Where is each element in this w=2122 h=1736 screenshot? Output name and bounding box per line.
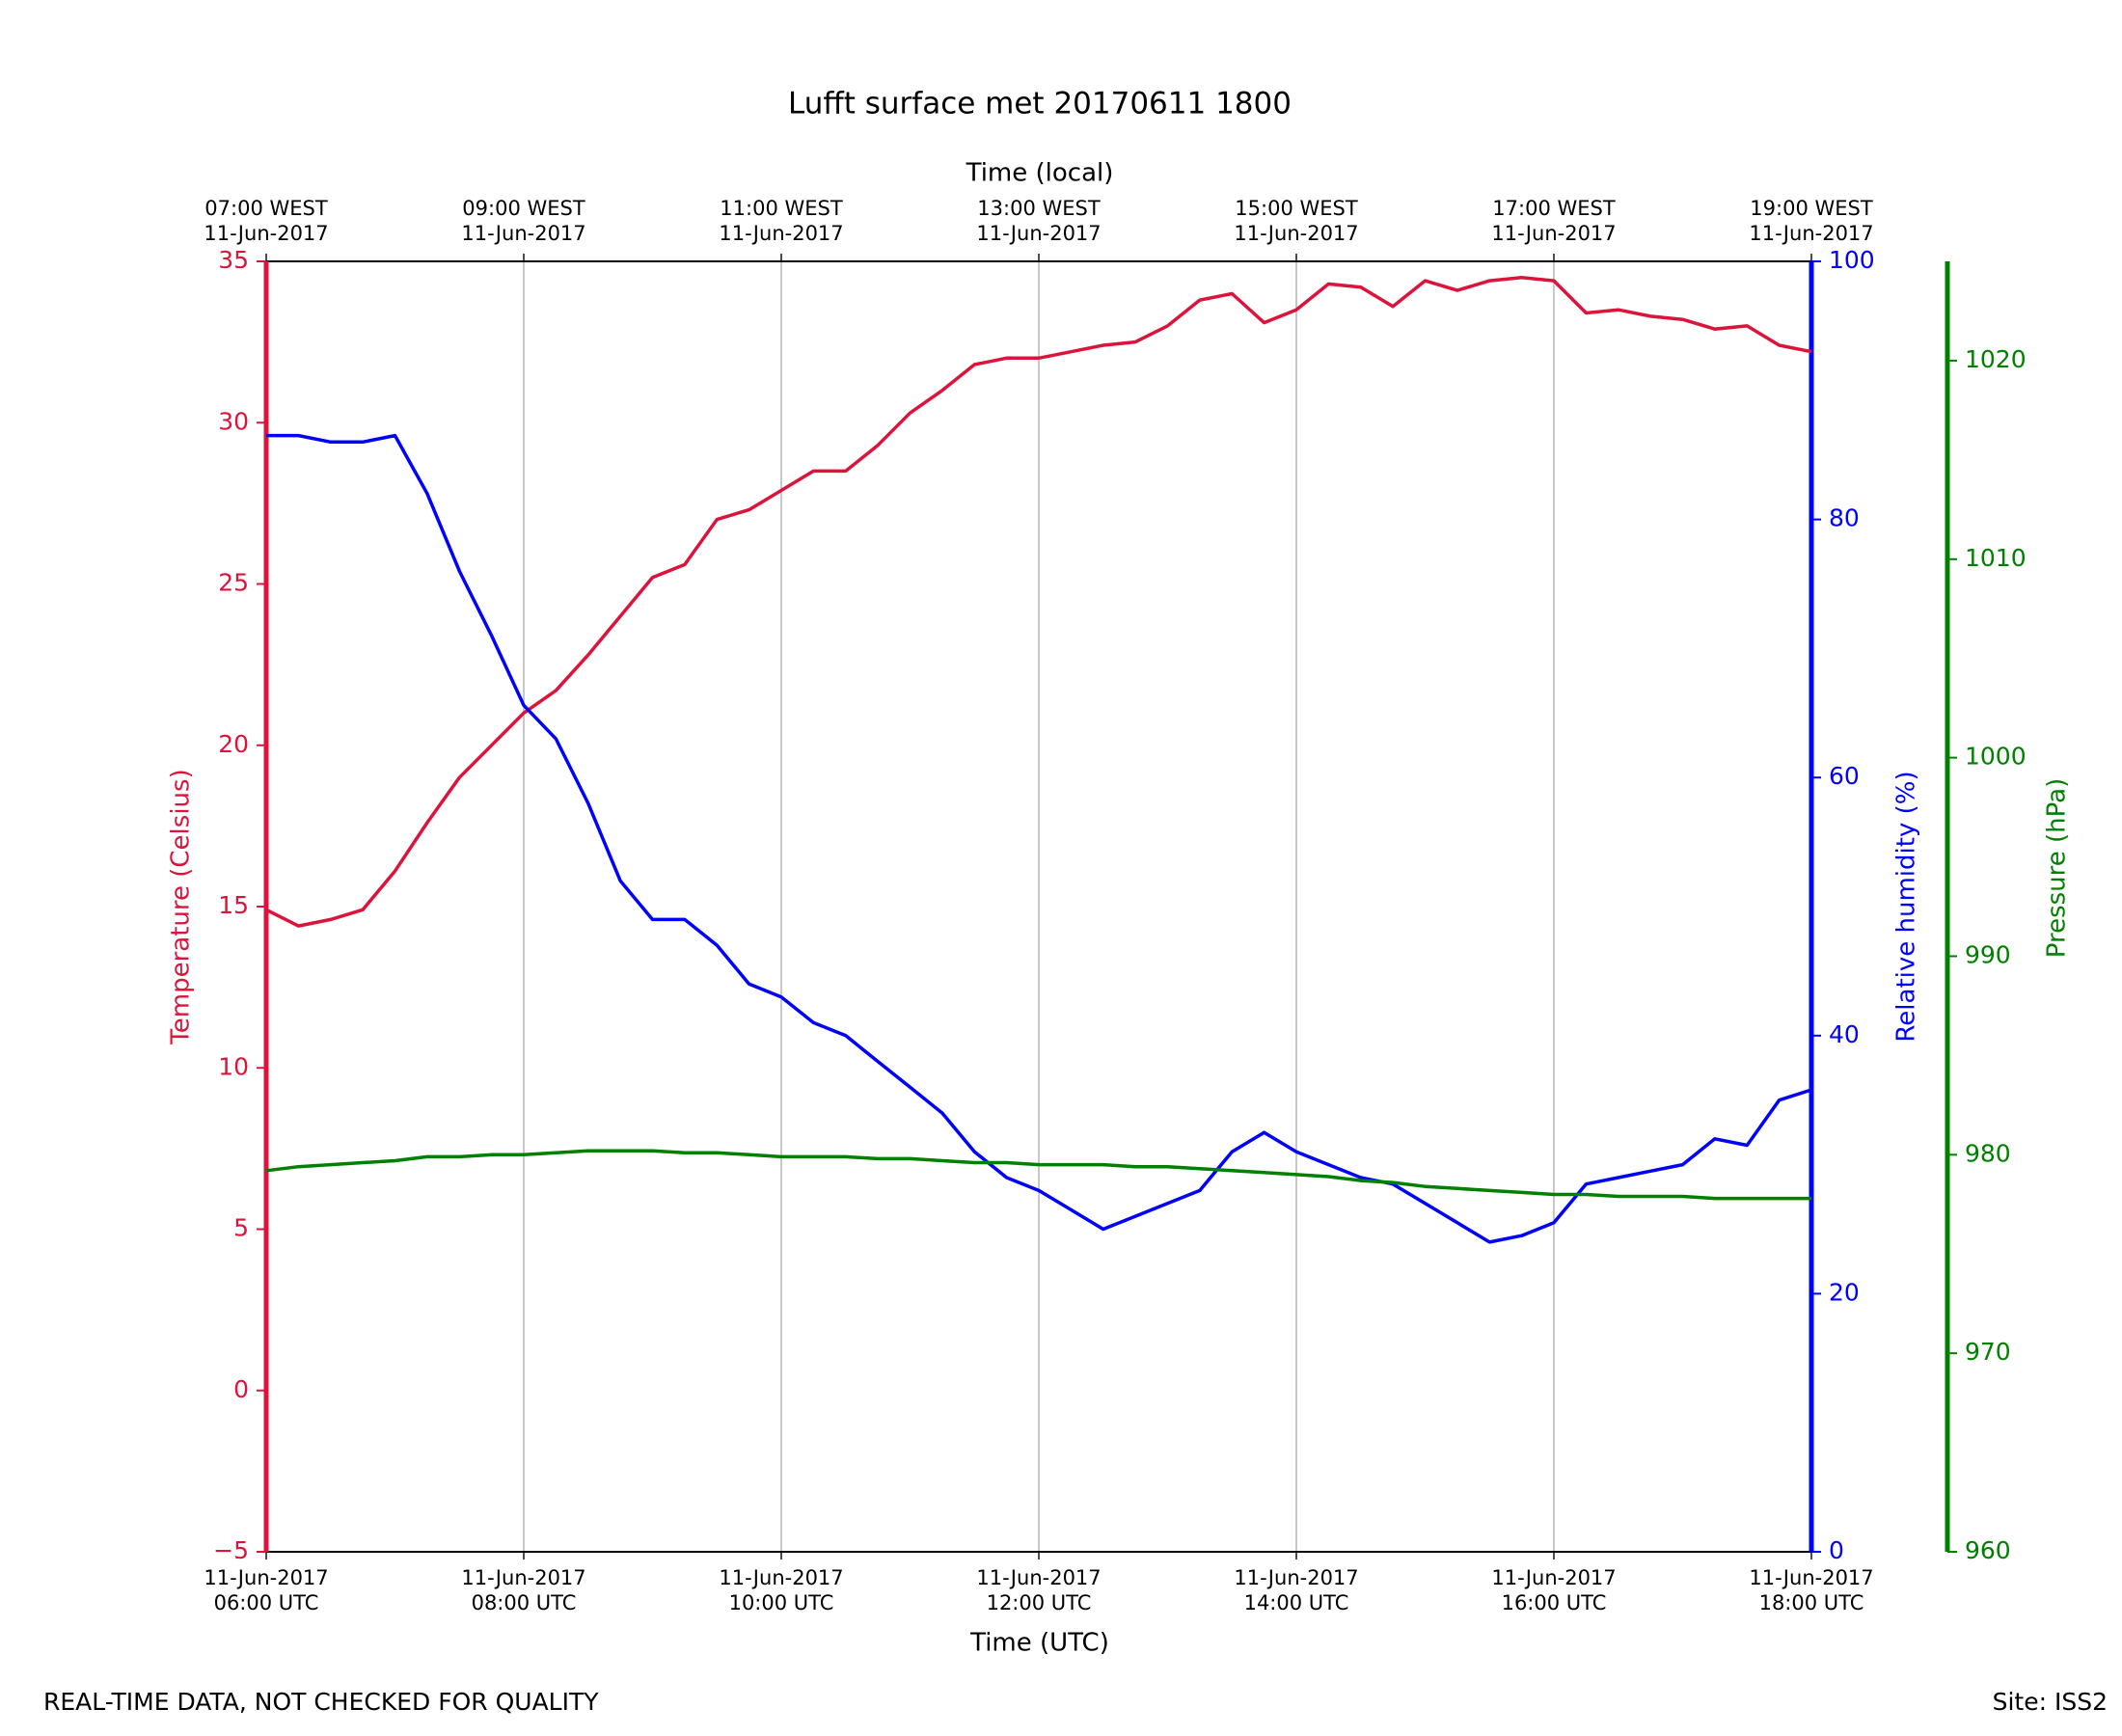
y-tick-label: 0 xyxy=(233,1375,249,1403)
x-tick-label: 11-Jun-2017 14:00 UTC xyxy=(1234,1566,1359,1614)
series-line xyxy=(265,275,1812,928)
series-line xyxy=(265,1149,1811,1201)
y-tick-label: 35 xyxy=(218,246,249,274)
y-tick-label: 5 xyxy=(233,1214,249,1242)
y3-tick-label: 960 xyxy=(1965,1536,2011,1564)
y2-tick-label: 0 xyxy=(1829,1536,1844,1564)
x-tick-label: 11-Jun-2017 16:00 UTC xyxy=(1491,1566,1617,1614)
y3-tick-label: 1010 xyxy=(1965,544,2027,572)
x-tick-label: 11-Jun-2017 12:00 UTC xyxy=(976,1566,1102,1614)
x-tick-label: 11-Jun-2017 10:00 UTC xyxy=(719,1566,844,1614)
x2-tick-label: 19:00 WEST 11-Jun-2017 xyxy=(1749,197,1874,245)
x-tick-label: 11-Jun-2017 06:00 UTC xyxy=(204,1566,329,1614)
y2-axis-label: Relative humidity (%) xyxy=(1892,771,1921,1042)
footer-site: Site: ISS2 xyxy=(1993,1688,2108,1716)
y-tick-label: −5 xyxy=(213,1536,249,1564)
chart-title: Lufft surface met 20170611 1800 xyxy=(788,87,1292,122)
y3-tick-label: 990 xyxy=(1965,940,2011,968)
x2-tick-label: 17:00 WEST 11-Jun-2017 xyxy=(1491,197,1617,245)
y2-tick-label: 60 xyxy=(1829,762,1860,790)
y-tick-label: 20 xyxy=(218,730,249,758)
x-tick-label: 11-Jun-2017 18:00 UTC xyxy=(1749,1566,1874,1614)
x2-tick-label: 13:00 WEST 11-Jun-2017 xyxy=(976,197,1102,245)
x2-axis-label: Time (local) xyxy=(966,159,1114,188)
y2-tick-label: 40 xyxy=(1829,1020,1860,1048)
y-axis-label: Temperature (Celsius) xyxy=(167,769,196,1044)
x2-tick-label: 11:00 WEST 11-Jun-2017 xyxy=(719,197,844,245)
y-tick-label: 25 xyxy=(218,569,249,597)
y3-axis-label: Pressure (hPa) xyxy=(2043,778,2072,959)
y-tick-label: 10 xyxy=(218,1052,249,1080)
y3-tick-label: 980 xyxy=(1965,1139,2011,1167)
x2-tick-label: 09:00 WEST 11-Jun-2017 xyxy=(461,197,586,245)
x2-tick-label: 15:00 WEST 11-Jun-2017 xyxy=(1234,197,1359,245)
x2-tick-label: 07:00 WEST 11-Jun-2017 xyxy=(204,197,329,245)
y-tick-label: 30 xyxy=(218,407,249,435)
y3-tick-label: 1020 xyxy=(1965,345,2027,373)
y3-tick-label: 1000 xyxy=(1965,743,2027,771)
y2-tick-label: 20 xyxy=(1829,1278,1860,1306)
x-tick-label: 11-Jun-2017 08:00 UTC xyxy=(461,1566,586,1614)
x-axis-label: Time (UTC) xyxy=(969,1629,1109,1658)
y2-tick-label: 80 xyxy=(1829,504,1860,532)
y3-tick-label: 970 xyxy=(1965,1338,2011,1366)
footer-note: REAL-TIME DATA, NOT CHECKED FOR QUALITY xyxy=(43,1688,599,1716)
y2-tick-label: 100 xyxy=(1829,246,1875,274)
series-line xyxy=(266,433,1812,1244)
y-tick-label: 15 xyxy=(218,891,249,919)
